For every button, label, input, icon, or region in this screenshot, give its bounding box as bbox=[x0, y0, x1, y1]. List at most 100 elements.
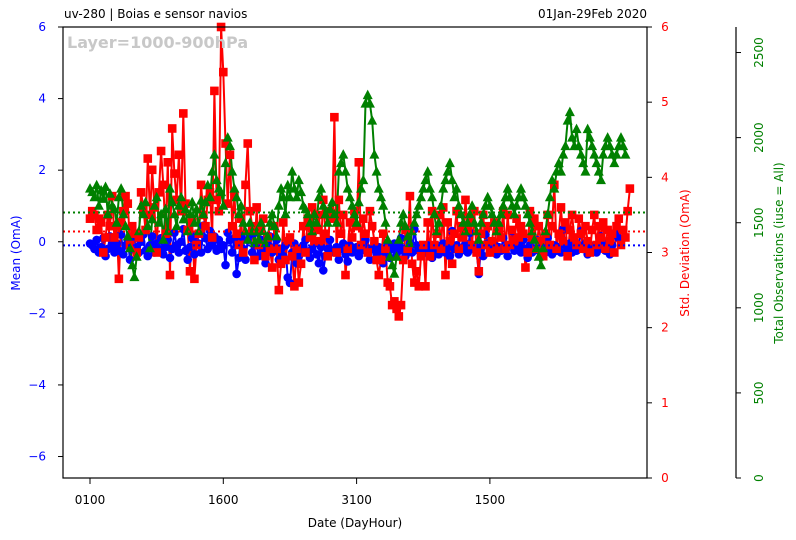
point-std bbox=[85, 214, 95, 223]
point-count bbox=[344, 191, 355, 202]
point-std bbox=[201, 221, 210, 231]
point-mean bbox=[343, 257, 353, 266]
point-count bbox=[204, 191, 215, 202]
point-std bbox=[287, 251, 297, 261]
point-std bbox=[405, 191, 415, 201]
point-std bbox=[452, 206, 461, 216]
point-count bbox=[391, 251, 402, 261]
point-count bbox=[404, 237, 415, 248]
point-std bbox=[316, 236, 326, 246]
point-std bbox=[116, 218, 126, 227]
mean-tick-label: 2 bbox=[38, 163, 46, 177]
point-count bbox=[347, 200, 358, 210]
point-count bbox=[564, 106, 575, 117]
point-count bbox=[307, 225, 318, 236]
point-std bbox=[514, 233, 524, 242]
point-mean bbox=[185, 242, 195, 252]
point-std bbox=[521, 263, 530, 272]
point-std bbox=[192, 240, 201, 250]
point-std bbox=[618, 225, 628, 235]
point-std bbox=[625, 184, 635, 193]
point-count bbox=[384, 251, 395, 261]
point-mean bbox=[190, 249, 199, 259]
point-mean bbox=[92, 235, 101, 245]
point-count bbox=[438, 183, 449, 193]
point-count bbox=[620, 149, 631, 159]
point-count bbox=[402, 230, 413, 241]
point-count bbox=[153, 217, 164, 227]
point-std bbox=[503, 210, 512, 220]
point-count bbox=[604, 140, 615, 151]
point-std bbox=[185, 266, 195, 276]
point-count bbox=[387, 259, 398, 270]
point-count bbox=[353, 196, 364, 207]
point-count bbox=[238, 217, 249, 227]
point-std bbox=[525, 206, 535, 216]
point-count bbox=[287, 166, 298, 176]
point-std bbox=[127, 221, 137, 231]
std-tick-label: 2 bbox=[661, 321, 669, 335]
point-std bbox=[221, 139, 230, 148]
point-count bbox=[460, 225, 471, 236]
mean-tick-label: 0 bbox=[38, 235, 46, 249]
point-count bbox=[180, 203, 191, 214]
point-count bbox=[102, 208, 113, 219]
point-count bbox=[504, 191, 515, 202]
point-std bbox=[585, 248, 595, 257]
point-count bbox=[156, 208, 167, 219]
point-count bbox=[567, 132, 578, 142]
point-std bbox=[447, 259, 457, 269]
point-std bbox=[498, 206, 508, 216]
point-std bbox=[123, 199, 133, 208]
point-std bbox=[512, 214, 521, 223]
point-count bbox=[276, 183, 287, 193]
point-count bbox=[591, 157, 602, 168]
point-mean bbox=[221, 260, 230, 270]
point-count bbox=[524, 217, 535, 227]
chart-header-right: 01Jan-29Feb 2020 bbox=[538, 7, 647, 21]
point-count bbox=[209, 149, 220, 159]
point-mean bbox=[247, 248, 257, 257]
point-count bbox=[609, 157, 620, 168]
point-count bbox=[296, 186, 307, 197]
point-count bbox=[535, 259, 546, 270]
point-count bbox=[427, 191, 438, 202]
point-mean bbox=[147, 232, 157, 241]
point-count bbox=[149, 200, 160, 210]
point-std bbox=[414, 282, 424, 291]
point-count bbox=[162, 225, 173, 236]
point-mean bbox=[365, 255, 375, 264]
point-count bbox=[311, 217, 322, 227]
point-std bbox=[510, 236, 519, 246]
point-std bbox=[330, 112, 339, 122]
point-std bbox=[96, 218, 106, 227]
point-std bbox=[516, 221, 526, 231]
point-count bbox=[202, 179, 213, 190]
point-count bbox=[91, 179, 102, 190]
point-count bbox=[476, 217, 487, 227]
point-std bbox=[445, 236, 455, 246]
count-tick-label: 2000 bbox=[752, 122, 766, 153]
point-count bbox=[400, 220, 411, 231]
std-tick-label: 5 bbox=[661, 95, 669, 109]
point-count bbox=[147, 213, 158, 224]
point-std bbox=[483, 221, 492, 231]
point-std bbox=[99, 248, 108, 257]
point-std bbox=[381, 244, 390, 254]
point-std bbox=[105, 221, 115, 231]
point-std bbox=[307, 203, 317, 212]
point-count bbox=[422, 166, 433, 176]
point-count bbox=[211, 174, 222, 185]
point-count bbox=[418, 183, 429, 193]
chart-header-left: uv-280 | Boias e sensor navios bbox=[64, 7, 248, 21]
point-std bbox=[385, 282, 395, 291]
point-count bbox=[367, 115, 378, 125]
point-count bbox=[440, 174, 451, 185]
std-tick-label: 1 bbox=[661, 396, 669, 410]
point-count bbox=[511, 200, 522, 210]
point-std bbox=[176, 206, 186, 216]
point-std bbox=[518, 229, 528, 239]
point-std bbox=[358, 214, 368, 223]
point-count bbox=[89, 191, 100, 202]
